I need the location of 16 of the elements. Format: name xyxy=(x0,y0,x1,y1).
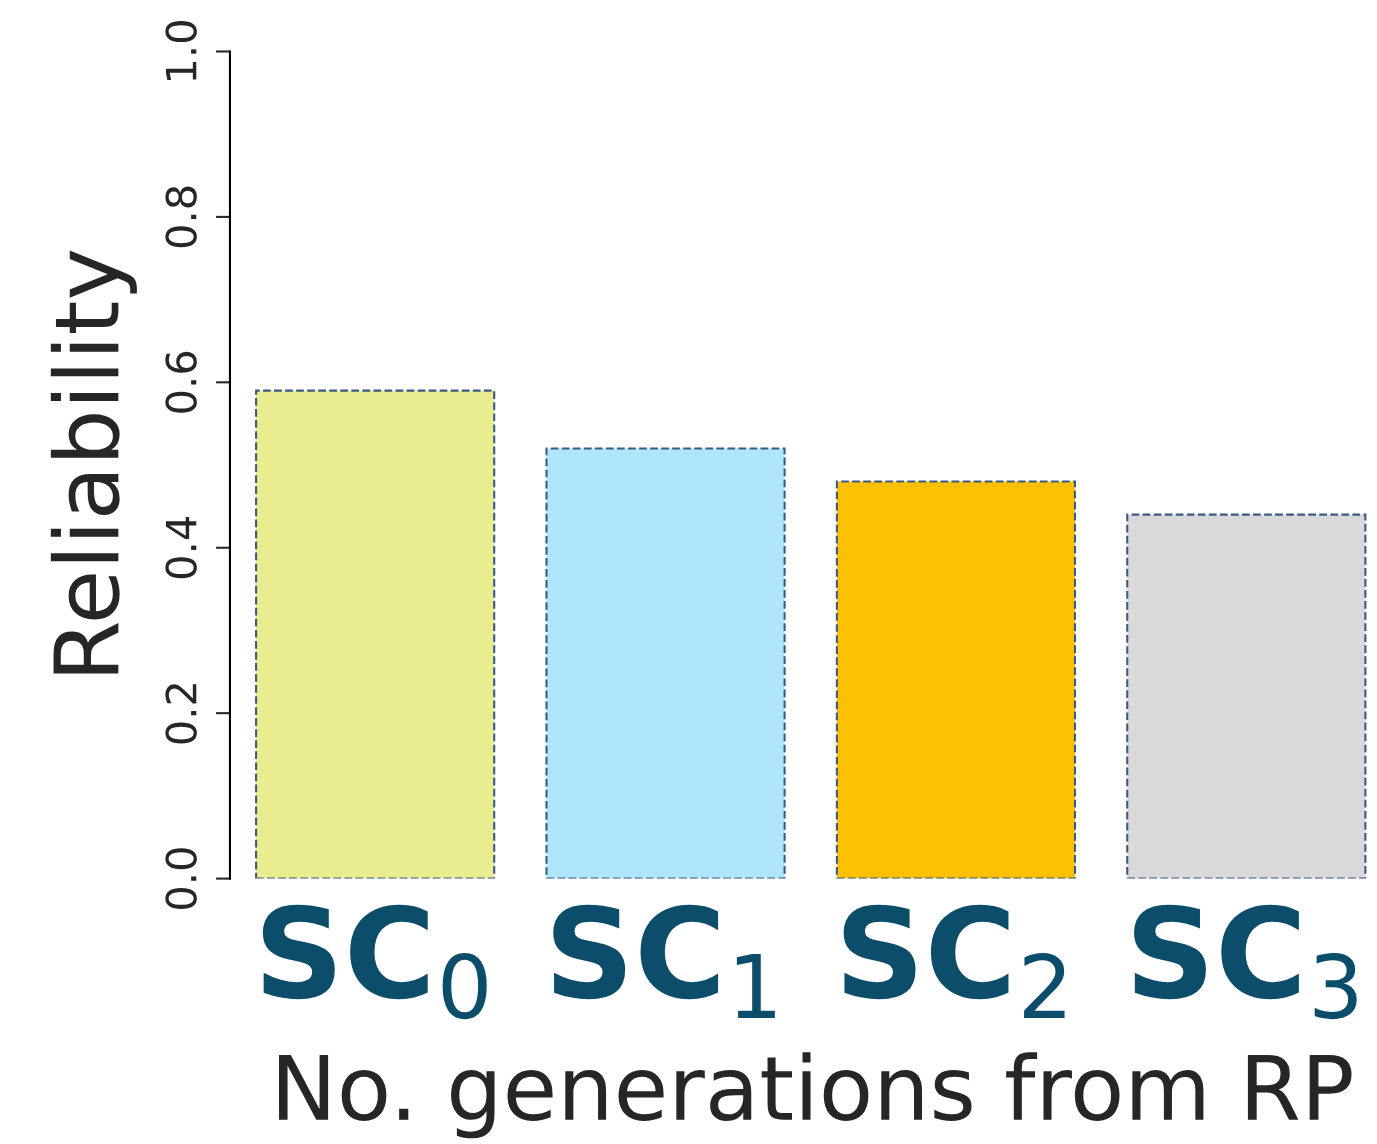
y-tick-label: 0.2 xyxy=(165,684,197,744)
bar xyxy=(255,389,496,879)
x-tick-label: SC$_{0}$ xyxy=(262,904,487,1020)
bar xyxy=(835,480,1077,879)
bar xyxy=(1126,513,1367,879)
x-tick-label: SC$_{3}$ xyxy=(1134,904,1357,1020)
y-tick-label: 1.0 xyxy=(165,21,197,81)
x-tick-label: SC$_{1}$ xyxy=(553,904,775,1018)
x-axis-title: No. generations from RP xyxy=(279,1052,1352,1139)
x-tick-label: SC$_{2}$ xyxy=(843,904,1065,1018)
y-tick-label: 0.6 xyxy=(165,351,197,413)
y-tick-label: 0.4 xyxy=(165,516,197,579)
y-axis-title: Reliability xyxy=(50,250,137,674)
bar xyxy=(545,447,786,879)
y-tick-label: 0.0 xyxy=(165,848,197,909)
y-tick-label: 0.8 xyxy=(165,186,197,248)
